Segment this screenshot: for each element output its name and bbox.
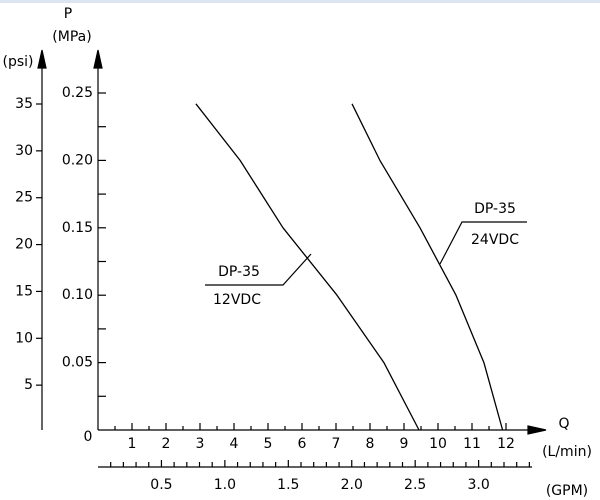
y-tick-label: 0.05 <box>62 355 93 371</box>
x2-tick-label: 3.0 <box>467 477 489 493</box>
x2-tick-label: 1.5 <box>277 477 299 493</box>
x-tick-label: 2 <box>162 436 171 452</box>
series-label: DP-35 <box>474 201 516 217</box>
y-arrow <box>93 49 103 69</box>
x-axis-label: Q <box>558 416 569 432</box>
pump-curve <box>195 103 420 431</box>
y2-arrow <box>37 49 47 69</box>
x-tick-label: 6 <box>298 436 307 452</box>
y2-tick-label: 25 <box>15 190 33 206</box>
y2-tick-label: 30 <box>15 143 33 159</box>
x-tick-label: 7 <box>332 436 341 452</box>
y2-tick-label: 20 <box>15 237 33 253</box>
x-tick-label: 11 <box>463 436 481 452</box>
y-tick-label: 0.20 <box>62 152 93 168</box>
y2-tick-label: 15 <box>15 283 33 299</box>
x2-tick-label: 2.0 <box>341 477 363 493</box>
pump-curve <box>351 103 504 431</box>
series-label: DP-35 <box>218 264 260 280</box>
x-tick-label: 1 <box>128 436 137 452</box>
y-tick-label: 0.10 <box>62 287 93 303</box>
x2-axis-unit: (GPM) <box>546 483 588 499</box>
y2-tick-label: 10 <box>15 330 33 346</box>
y2-tick-label: 5 <box>24 377 33 393</box>
top-border <box>0 0 600 3</box>
x-tick-label: 8 <box>366 436 375 452</box>
callout-leader <box>205 253 312 286</box>
x2-tick-label: 0.5 <box>150 477 172 493</box>
x-arrow <box>527 425 547 435</box>
x-axis-unit: (L/min) <box>542 444 592 460</box>
x-tick-label: 5 <box>264 436 273 452</box>
x2-tick-label: 1.0 <box>214 477 236 493</box>
x2-tick-label: 2.5 <box>404 477 426 493</box>
series-sublabel: 24VDC <box>471 232 519 248</box>
y-axis-label: P <box>64 6 72 22</box>
x-tick-label: 4 <box>230 436 239 452</box>
x-tick-label: 10 <box>429 436 447 452</box>
x-tick-label: 3 <box>196 436 205 452</box>
x-tick-label: 9 <box>400 436 409 452</box>
callout-leader <box>439 221 527 265</box>
y-tick-label: 0.25 <box>62 85 93 101</box>
y-axis-unit: (MPa) <box>52 29 91 45</box>
x-tick-label: 12 <box>497 436 515 452</box>
y2-tick-label: 35 <box>15 96 33 112</box>
y2-axis-unit: (psi) <box>3 54 34 70</box>
y-tick-label: 0.15 <box>62 220 93 236</box>
series-sublabel: 12VDC <box>213 292 261 308</box>
origin-label: 0 <box>84 429 93 445</box>
